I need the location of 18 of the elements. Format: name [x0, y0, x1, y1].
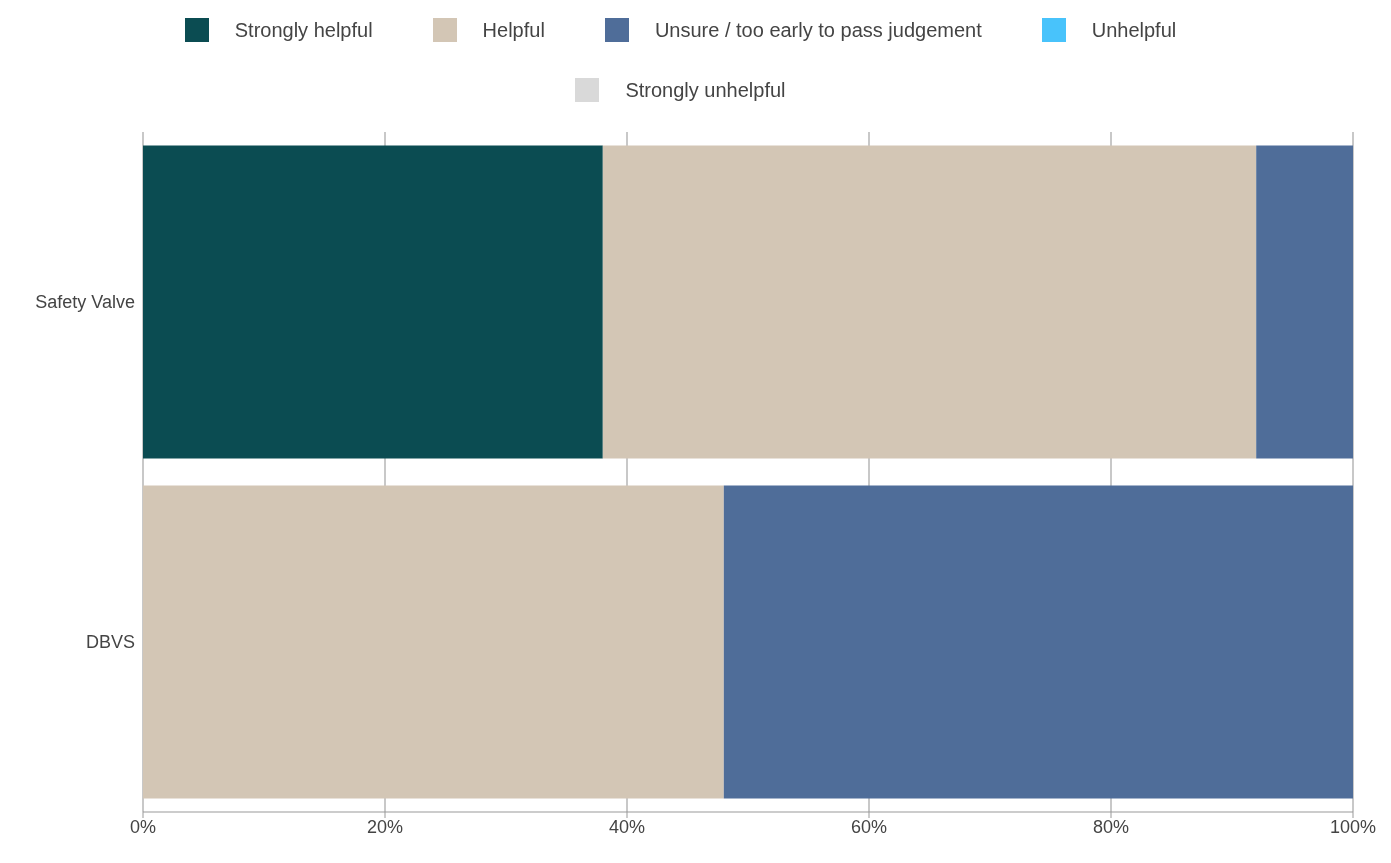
bar [143, 145, 603, 459]
x-tick-label: 60% [850, 816, 888, 837]
legend-label: Unsure / too early to pass judgement [654, 18, 982, 42]
x-tick-label: 0% [129, 816, 157, 837]
bar [723, 485, 1353, 799]
legend-label: Helpful [482, 18, 545, 42]
legend-label: Strongly unhelpful [625, 78, 786, 102]
y-tick-label: Safety Valve [35, 292, 135, 313]
x-tick-label: 40% [608, 816, 646, 837]
legend-label: Strongly helpful [234, 18, 373, 42]
x-tick-label: 80% [1092, 816, 1130, 837]
bar [1256, 145, 1353, 459]
x-tick-label: 20% [366, 816, 404, 837]
bar [143, 485, 724, 799]
legend-label: Unhelpful [1091, 18, 1177, 42]
x-tick-label: 100% [1329, 816, 1377, 837]
bar [602, 145, 1257, 459]
y-tick-label: DBVS [85, 632, 135, 653]
